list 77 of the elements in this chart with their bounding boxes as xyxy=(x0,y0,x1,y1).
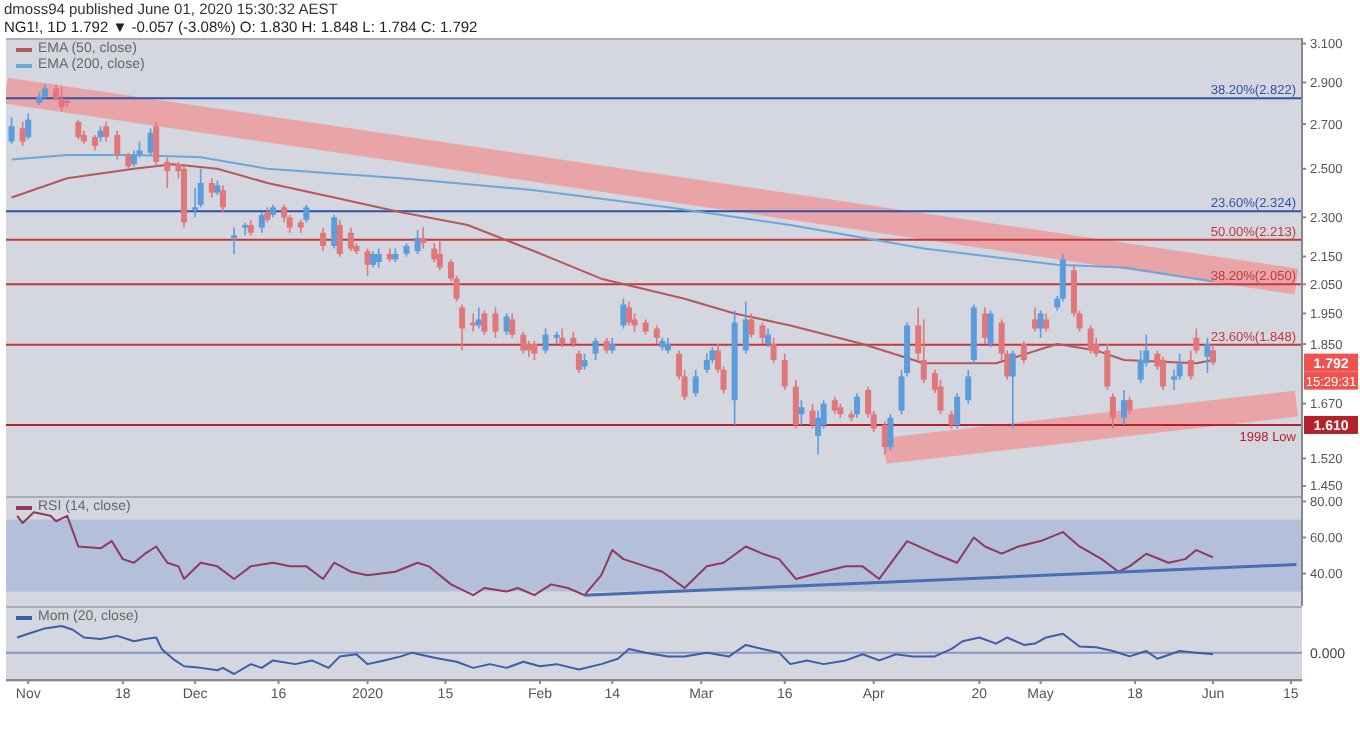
candlestick xyxy=(8,116,15,145)
candlestick xyxy=(1087,324,1094,355)
candlestick xyxy=(208,177,215,199)
candlestick xyxy=(331,214,338,250)
candlestick xyxy=(431,242,438,263)
candlestick xyxy=(1020,340,1027,365)
candlestick xyxy=(559,327,566,349)
candlestick xyxy=(153,121,160,168)
candlestick xyxy=(1037,309,1044,339)
candlestick xyxy=(19,121,26,147)
candlestick xyxy=(781,352,788,391)
candlestick xyxy=(414,229,421,255)
candlestick xyxy=(1032,306,1039,333)
candlestick xyxy=(965,369,972,405)
candlestick xyxy=(653,324,660,345)
candlestick xyxy=(592,337,599,361)
candlestick xyxy=(114,129,121,161)
candlestick xyxy=(937,378,944,416)
candlestick xyxy=(887,413,894,452)
candlestick xyxy=(765,327,772,349)
candlestick xyxy=(854,392,861,419)
candlestick xyxy=(258,211,265,234)
candlestick xyxy=(231,226,238,255)
candlestick xyxy=(1187,349,1194,381)
candlestick xyxy=(509,312,516,339)
candlestick xyxy=(542,327,549,355)
candlestick xyxy=(954,392,961,430)
candlestick xyxy=(531,340,538,361)
candlestick xyxy=(620,297,627,330)
candlestick xyxy=(197,168,204,209)
candlestick xyxy=(436,239,443,272)
candlestick xyxy=(375,247,382,269)
candlestick xyxy=(1204,337,1211,374)
candlestick xyxy=(75,118,82,141)
candlestick xyxy=(64,97,71,108)
candlestick xyxy=(1193,327,1200,355)
candlestick xyxy=(575,349,582,374)
candlestick xyxy=(420,226,427,250)
candlestick xyxy=(164,156,171,189)
candlestick xyxy=(809,402,816,430)
candlestick xyxy=(798,399,805,426)
candlestick xyxy=(1009,349,1016,430)
candlestick xyxy=(792,378,799,430)
candlestick xyxy=(920,318,927,384)
candlestick xyxy=(1104,343,1111,391)
candlestick xyxy=(481,309,488,336)
candlestick xyxy=(103,121,110,143)
candlestick xyxy=(58,85,65,113)
candlestick xyxy=(520,330,527,355)
candlestick xyxy=(1059,253,1066,303)
line-series xyxy=(16,511,1214,597)
candlestick xyxy=(1159,356,1166,391)
candlestick xyxy=(987,309,994,349)
candlestick xyxy=(336,219,343,258)
candlestick xyxy=(1109,392,1116,430)
candlestick xyxy=(320,226,327,253)
candlestick xyxy=(625,300,632,327)
candlestick xyxy=(459,303,466,352)
candlestick xyxy=(242,221,249,237)
candlestick xyxy=(759,321,766,345)
candlestick xyxy=(1210,343,1216,367)
candlestick xyxy=(503,312,510,336)
candlestick xyxy=(1121,389,1128,426)
candlestick xyxy=(364,247,371,277)
candlestick xyxy=(347,226,354,253)
candlestick xyxy=(742,300,749,355)
candlestick xyxy=(692,369,699,398)
candlestick xyxy=(470,312,477,333)
candlestick xyxy=(748,312,755,339)
candlestick xyxy=(192,186,199,219)
candlestick xyxy=(25,112,32,141)
candlestick xyxy=(981,306,988,345)
candlestick xyxy=(703,352,710,374)
candlestick xyxy=(770,337,777,365)
candlestick xyxy=(219,184,226,214)
candlestick xyxy=(492,306,499,339)
candlestick xyxy=(1043,312,1050,333)
